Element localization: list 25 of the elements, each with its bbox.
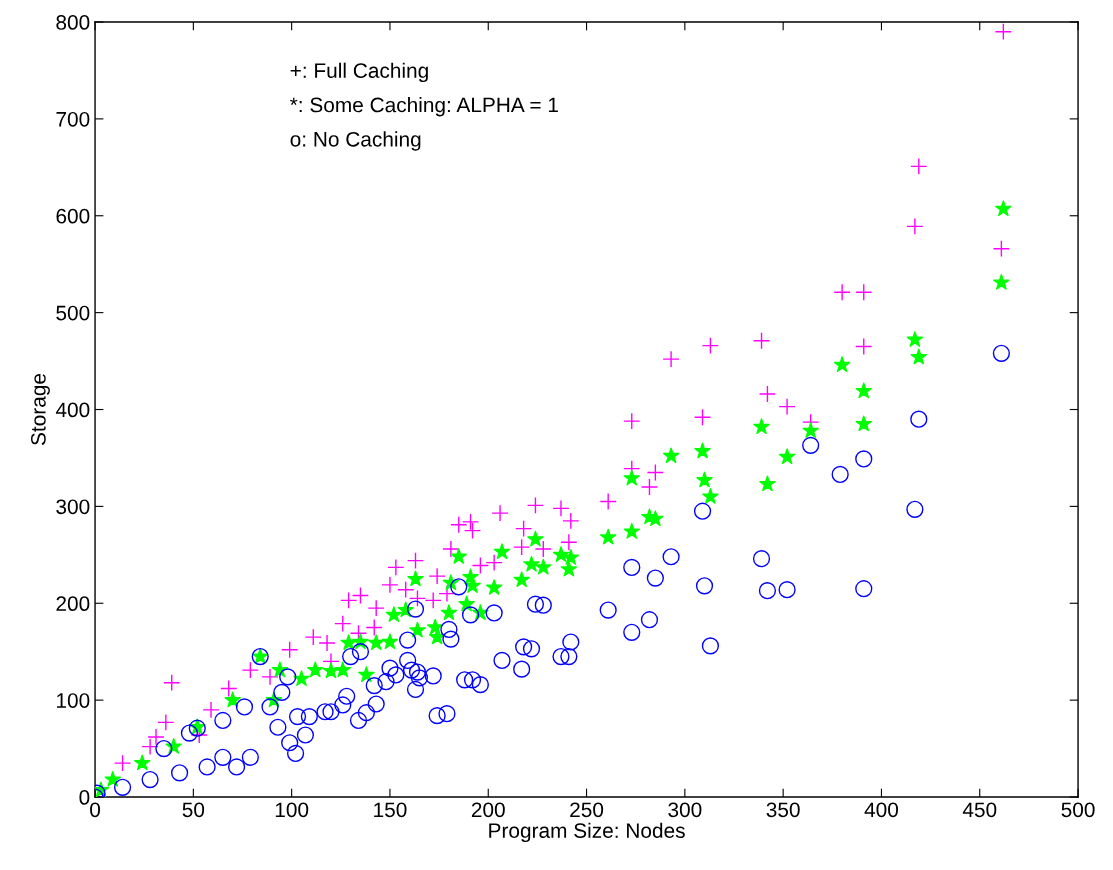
y-tick-label: 800 <box>56 15 90 30</box>
x-tick-label: 0 <box>90 802 101 818</box>
y-tick-label: 700 <box>56 111 90 127</box>
x-tick-label: 50 <box>182 802 205 818</box>
y-tick-label: 300 <box>56 499 90 515</box>
x-axis-title: Program Size: Nodes <box>489 822 685 843</box>
annotation: o: No Caching <box>290 131 421 151</box>
y-tick-label: 600 <box>56 208 90 224</box>
x-tick-label: 400 <box>864 802 899 818</box>
x-tick-label: 200 <box>471 802 505 818</box>
x-tick-label: 100 <box>275 802 309 818</box>
x-tick-label: 300 <box>668 802 702 818</box>
y-tick-label: 400 <box>55 402 90 418</box>
annotation: +: Full Caching <box>290 62 428 83</box>
x-tick-label: 500 <box>1061 802 1095 818</box>
annotation: *: Some Caching: ALPHA = 1 <box>290 97 558 117</box>
x-tick-label: 450 <box>962 802 997 818</box>
y-tick-label: 100 <box>57 693 90 708</box>
x-tick-label: 350 <box>766 802 800 818</box>
y-axis-title: Storage <box>31 373 50 446</box>
x-tick-label: 250 <box>570 802 604 818</box>
y-tick-label: 0 <box>79 790 90 805</box>
y-tick-label: 500 <box>56 305 90 321</box>
x-tick-label: 150 <box>374 802 407 818</box>
y-tick-label: 200 <box>56 596 90 612</box>
